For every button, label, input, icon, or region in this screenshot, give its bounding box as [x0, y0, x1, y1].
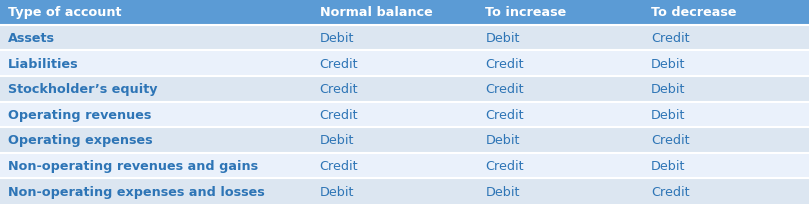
Text: Debit: Debit — [651, 83, 686, 96]
Text: Non-operating expenses and losses: Non-operating expenses and losses — [8, 185, 265, 198]
Text: Debit: Debit — [320, 134, 354, 147]
Text: Credit: Credit — [485, 108, 524, 121]
Bar — [0, 178, 809, 204]
Text: Liabilities: Liabilities — [8, 57, 78, 70]
Text: Assets: Assets — [8, 32, 55, 45]
Text: Debit: Debit — [485, 134, 520, 147]
Text: Credit: Credit — [320, 83, 358, 96]
Text: Debit: Debit — [651, 159, 686, 172]
Text: Credit: Credit — [651, 134, 690, 147]
Bar — [0, 26, 809, 51]
Text: Credit: Credit — [651, 185, 690, 198]
Bar — [0, 76, 809, 102]
Text: Credit: Credit — [485, 83, 524, 96]
Text: Credit: Credit — [485, 57, 524, 70]
Text: Stockholder’s equity: Stockholder’s equity — [8, 83, 158, 96]
Text: Normal balance: Normal balance — [320, 6, 432, 19]
Text: Credit: Credit — [320, 159, 358, 172]
Text: Type of account: Type of account — [8, 6, 121, 19]
Text: Credit: Credit — [320, 108, 358, 121]
Text: Credit: Credit — [485, 159, 524, 172]
Text: Credit: Credit — [651, 32, 690, 45]
Text: Debit: Debit — [651, 108, 686, 121]
Bar — [0, 128, 809, 153]
Text: Debit: Debit — [485, 32, 520, 45]
Text: Debit: Debit — [320, 185, 354, 198]
Text: Debit: Debit — [320, 32, 354, 45]
Text: Debit: Debit — [485, 185, 520, 198]
Bar — [0, 0, 809, 26]
Bar — [0, 102, 809, 128]
Text: Debit: Debit — [651, 57, 686, 70]
Text: Credit: Credit — [320, 57, 358, 70]
Text: Non-operating revenues and gains: Non-operating revenues and gains — [8, 159, 258, 172]
Text: To increase: To increase — [485, 6, 566, 19]
Bar — [0, 153, 809, 178]
Text: To decrease: To decrease — [651, 6, 737, 19]
Bar — [0, 51, 809, 76]
Text: Operating revenues: Operating revenues — [8, 108, 151, 121]
Text: Operating expenses: Operating expenses — [8, 134, 153, 147]
